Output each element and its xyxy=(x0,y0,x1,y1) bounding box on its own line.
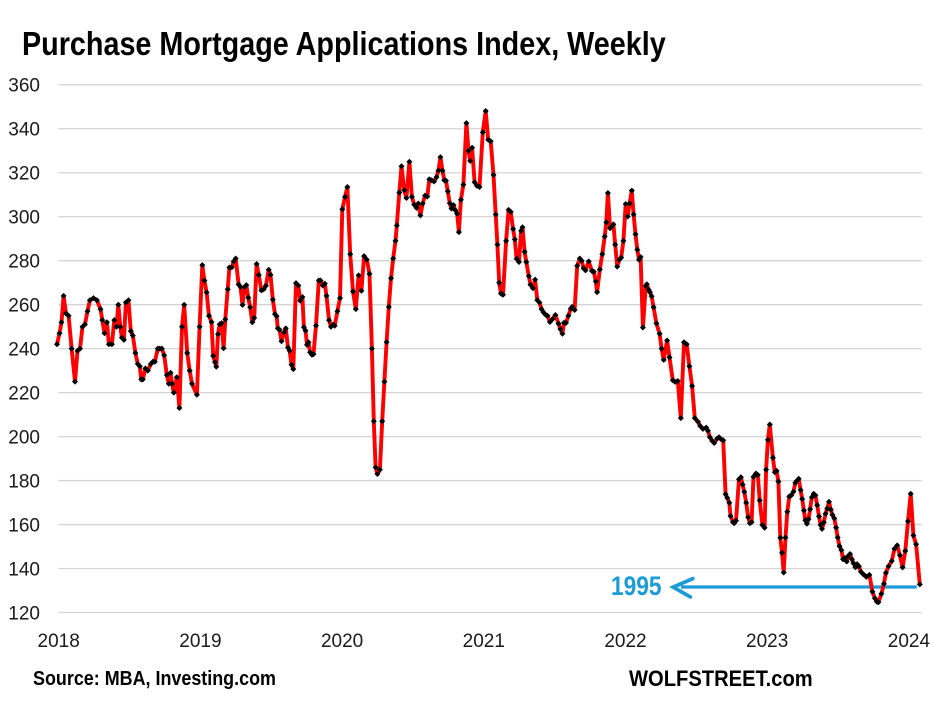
svg-text:200: 200 xyxy=(8,427,40,448)
svg-text:260: 260 xyxy=(8,296,40,317)
svg-text:120: 120 xyxy=(8,603,40,624)
svg-text:2022: 2022 xyxy=(604,631,646,652)
svg-text:140: 140 xyxy=(8,559,40,580)
svg-text:320: 320 xyxy=(8,164,40,185)
svg-text:180: 180 xyxy=(8,471,40,492)
svg-text:160: 160 xyxy=(8,515,40,536)
svg-text:240: 240 xyxy=(8,339,40,360)
svg-text:360: 360 xyxy=(8,76,40,97)
svg-text:280: 280 xyxy=(8,252,40,273)
svg-text:220: 220 xyxy=(8,383,40,404)
svg-text:2024: 2024 xyxy=(888,631,931,652)
svg-text:300: 300 xyxy=(8,208,40,229)
svg-text:340: 340 xyxy=(8,120,40,141)
svg-text:2020: 2020 xyxy=(321,631,363,652)
svg-text:2019: 2019 xyxy=(179,631,221,652)
svg-text:2023: 2023 xyxy=(746,631,788,652)
svg-text:2018: 2018 xyxy=(38,631,80,652)
svg-text:2021: 2021 xyxy=(463,631,505,652)
